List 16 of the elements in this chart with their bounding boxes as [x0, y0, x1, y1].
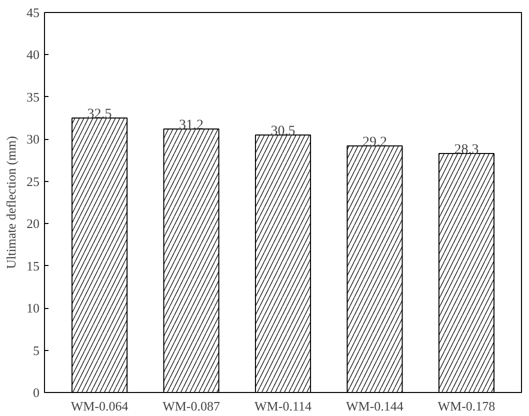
y-tick-label: 40	[26, 47, 40, 62]
y-tick-label: 25	[26, 174, 40, 189]
y-tick-label: 45	[26, 5, 40, 20]
y-tick-label: 0	[33, 385, 40, 400]
y-tick-label: 5	[33, 342, 40, 358]
y-tick-label: 30	[26, 132, 40, 147]
y-tick-label: 35	[26, 89, 40, 104]
x-tick-label: WM-0.114	[254, 398, 312, 414]
y-axis-title: Ultimate deflection (mm)	[4, 136, 18, 269]
y-tick-label: 20	[26, 216, 40, 232]
x-tick-label: WM-0.178	[438, 398, 496, 414]
y-tick-label: 15	[26, 258, 40, 274]
x-tick-label: WM-0.144	[346, 398, 404, 414]
x-tick-label: WM-0.087	[162, 398, 220, 414]
y-tick-label: 10	[26, 300, 40, 316]
x-tick-label: WM-0.064	[70, 398, 129, 414]
